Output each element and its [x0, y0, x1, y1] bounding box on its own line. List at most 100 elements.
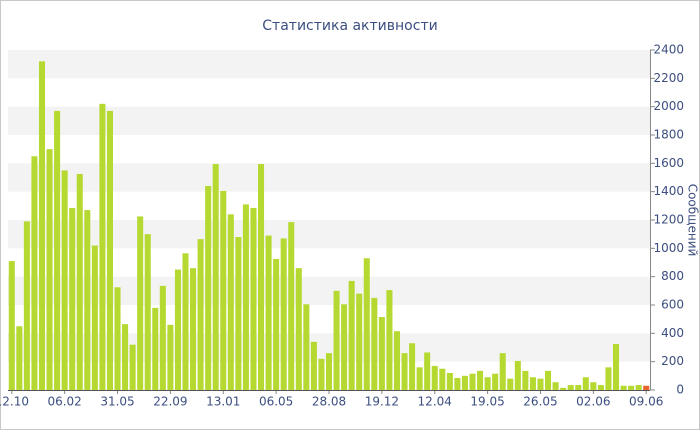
bar — [643, 385, 650, 390]
bar — [318, 358, 325, 390]
bar — [288, 222, 295, 390]
bar — [61, 170, 68, 390]
bar — [348, 280, 355, 390]
bar — [212, 164, 219, 390]
y-tick-label: 1200 — [653, 213, 684, 227]
bar — [16, 326, 23, 390]
bar — [590, 382, 597, 390]
bar — [575, 385, 582, 390]
y-tick-label: 600 — [661, 298, 684, 312]
y-tick-label: 400 — [661, 326, 684, 340]
bar — [582, 377, 589, 390]
bar — [235, 237, 242, 390]
y-tick-label: 1400 — [653, 184, 684, 198]
grid-band — [8, 163, 650, 192]
bar — [378, 317, 385, 390]
bar — [409, 343, 416, 390]
bar — [439, 368, 446, 390]
bar — [612, 343, 620, 390]
bar — [69, 207, 76, 390]
y-tick-label: 1800 — [653, 128, 684, 142]
y-tick-label: 200 — [661, 354, 684, 368]
bar — [401, 353, 408, 390]
bar — [341, 304, 348, 390]
bar — [190, 268, 197, 390]
bar — [363, 258, 370, 390]
bar — [461, 375, 468, 390]
bar — [303, 304, 310, 390]
x-tick-label: 06.05 — [259, 395, 293, 409]
y-tick-label: 2200 — [653, 71, 684, 85]
bar — [265, 235, 272, 390]
bar — [537, 378, 544, 390]
bar — [174, 269, 181, 390]
bar — [8, 261, 15, 390]
bar — [137, 216, 144, 390]
bar — [507, 378, 514, 390]
chart-title: Статистика активности — [262, 18, 437, 34]
bar — [386, 290, 393, 390]
bar — [114, 287, 121, 390]
x-tick-label: 26.05 — [523, 395, 557, 409]
bar — [227, 214, 234, 390]
bar — [325, 353, 333, 390]
bar — [416, 367, 423, 390]
x-tick-label: 28.08 — [312, 395, 346, 409]
bar — [567, 385, 574, 390]
bar — [477, 370, 484, 390]
bar — [310, 341, 317, 390]
y-tick-label: 2400 — [653, 43, 684, 57]
grid-band — [8, 106, 650, 135]
bar — [628, 385, 635, 390]
bar — [597, 385, 604, 390]
bar — [393, 331, 400, 390]
bar — [499, 353, 506, 390]
grid-band — [8, 220, 650, 249]
bar — [514, 360, 521, 390]
bar — [250, 207, 257, 390]
bar — [144, 234, 151, 390]
bar — [454, 377, 461, 390]
bar — [635, 385, 642, 390]
bar — [431, 365, 438, 390]
y-tick-label: 1600 — [653, 156, 684, 170]
x-tick-label: 13.01 — [206, 395, 240, 409]
bar — [197, 239, 204, 390]
bar — [31, 156, 38, 390]
x-tick-label: 19.05 — [470, 395, 504, 409]
bar — [23, 221, 30, 390]
bar — [492, 373, 499, 390]
bar — [99, 103, 106, 390]
y-tick-label: 800 — [661, 269, 684, 283]
x-tick-label: 09.06 — [629, 395, 663, 409]
bar — [182, 253, 189, 390]
bar — [220, 190, 227, 390]
bar — [242, 204, 249, 390]
bar — [76, 173, 83, 390]
bar — [371, 297, 378, 390]
bar — [295, 268, 302, 390]
bar — [273, 258, 280, 390]
x-tick-label: 31.05 — [100, 395, 134, 409]
bar — [560, 387, 567, 390]
x-tick-label: 02.06 — [576, 395, 610, 409]
bar — [545, 370, 552, 390]
x-tick-label: 12.10 — [0, 395, 29, 409]
bar — [84, 210, 91, 390]
bar — [46, 149, 53, 390]
bar — [167, 324, 174, 390]
bar — [605, 367, 612, 390]
bar — [122, 324, 129, 390]
bar — [159, 285, 166, 390]
x-tick-label: 19.12 — [365, 395, 399, 409]
bar — [258, 164, 265, 390]
bar — [106, 110, 113, 391]
y-tick-label: 1000 — [653, 241, 684, 255]
x-tick-label: 12.04 — [418, 395, 452, 409]
grid-band — [8, 50, 650, 79]
y-tick-label: 2000 — [653, 99, 684, 113]
bar — [552, 382, 559, 390]
bar — [54, 110, 61, 391]
bar — [484, 377, 491, 390]
